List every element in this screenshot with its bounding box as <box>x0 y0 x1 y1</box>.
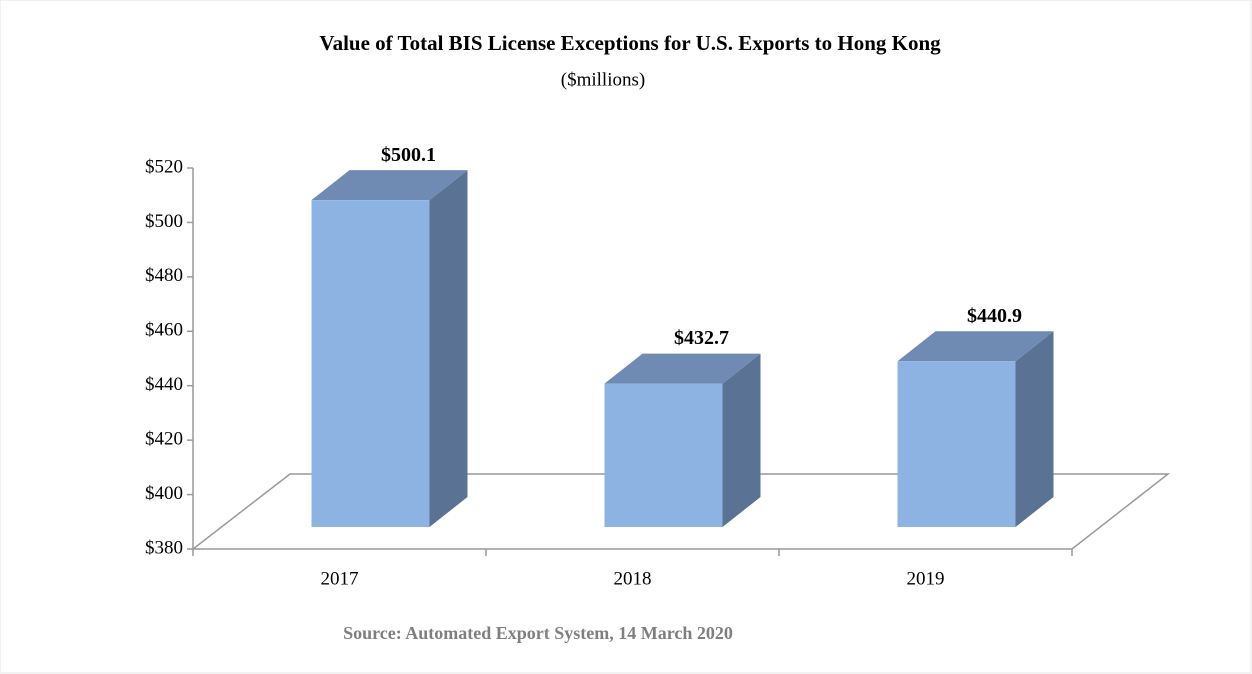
bar <box>311 170 468 527</box>
source-note: Source: Automated Export System, 14 Marc… <box>343 623 733 643</box>
bar-side <box>1015 331 1054 527</box>
chart-subtitle: ($millions) <box>561 69 645 90</box>
x-tick-label: 2018 <box>614 568 652 589</box>
value-label: $500.1 <box>381 144 436 166</box>
value-label: $440.9 <box>967 305 1022 327</box>
x-tick-label: 2017 <box>321 568 359 589</box>
chart-title: Value of Total BIS License Exceptions fo… <box>319 31 941 55</box>
bar <box>604 353 761 527</box>
bar-side <box>722 353 761 527</box>
bar-front <box>897 361 1016 527</box>
y-tick-label: $440 <box>145 374 183 395</box>
bar-top <box>604 353 761 384</box>
bar-top <box>311 170 468 201</box>
bar-top <box>897 331 1054 362</box>
y-tick-label: $400 <box>145 483 183 504</box>
y-tick-label: $460 <box>145 320 183 341</box>
bar-front <box>311 200 430 527</box>
y-tick-label: $520 <box>145 156 183 177</box>
y-tick-label: $380 <box>145 537 183 558</box>
bar-front <box>604 383 723 527</box>
bar-side <box>429 170 468 527</box>
y-tick-label: $420 <box>145 429 183 450</box>
y-tick-label: $480 <box>145 265 183 286</box>
bar <box>897 331 1054 527</box>
x-tick-label: 2019 <box>907 568 945 589</box>
value-label: $432.7 <box>674 327 729 349</box>
y-tick-label: $500 <box>145 211 183 232</box>
